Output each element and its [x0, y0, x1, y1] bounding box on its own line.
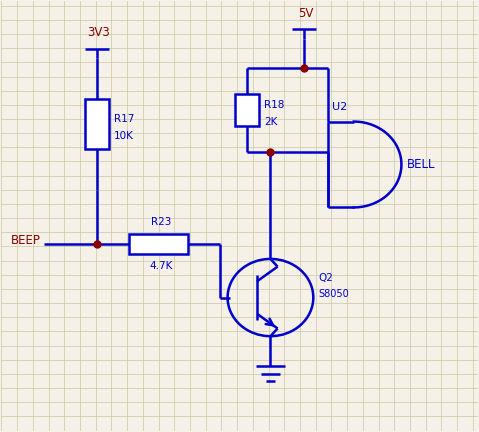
- Bar: [129, 234, 188, 254]
- Text: R17: R17: [114, 114, 135, 124]
- Text: BELL: BELL: [407, 158, 435, 171]
- Bar: [85, 99, 109, 149]
- Text: U2: U2: [332, 102, 348, 112]
- Text: Q2: Q2: [318, 273, 333, 283]
- Text: 4.7K: 4.7K: [149, 261, 172, 271]
- Text: BEEP: BEEP: [11, 234, 41, 247]
- Text: 10K: 10K: [114, 131, 134, 141]
- Text: 5V: 5V: [298, 7, 314, 20]
- Bar: [235, 94, 259, 126]
- Text: R18: R18: [264, 100, 285, 110]
- Text: 2K: 2K: [264, 117, 278, 127]
- Text: S8050: S8050: [318, 289, 349, 299]
- Text: 3V3: 3V3: [88, 26, 110, 39]
- Text: R23: R23: [151, 216, 171, 226]
